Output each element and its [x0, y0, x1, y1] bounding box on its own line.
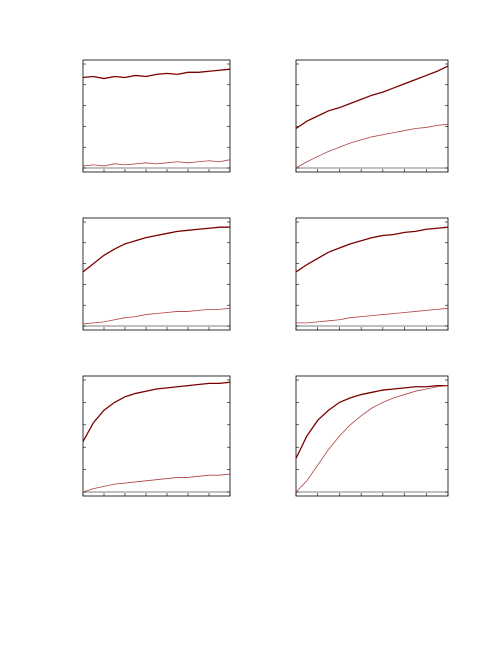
data-line: [295, 65, 449, 130]
data-line: [295, 384, 448, 459]
data-line: [82, 473, 231, 493]
data-line: [82, 159, 231, 167]
plot-frame: [295, 375, 449, 497]
data-line: [82, 226, 230, 273]
data-line: [82, 307, 231, 325]
plot-frame: [82, 217, 231, 331]
data-line: [296, 307, 449, 324]
data-line: [82, 68, 231, 80]
plot-frame: [82, 375, 231, 497]
plot-frame: [295, 59, 449, 173]
data-line: [295, 226, 449, 273]
data-line: [82, 381, 231, 442]
data-line: [295, 123, 449, 169]
data-line: [295, 385, 449, 493]
plot-frame: [82, 59, 231, 173]
plot-frame: [295, 217, 449, 331]
